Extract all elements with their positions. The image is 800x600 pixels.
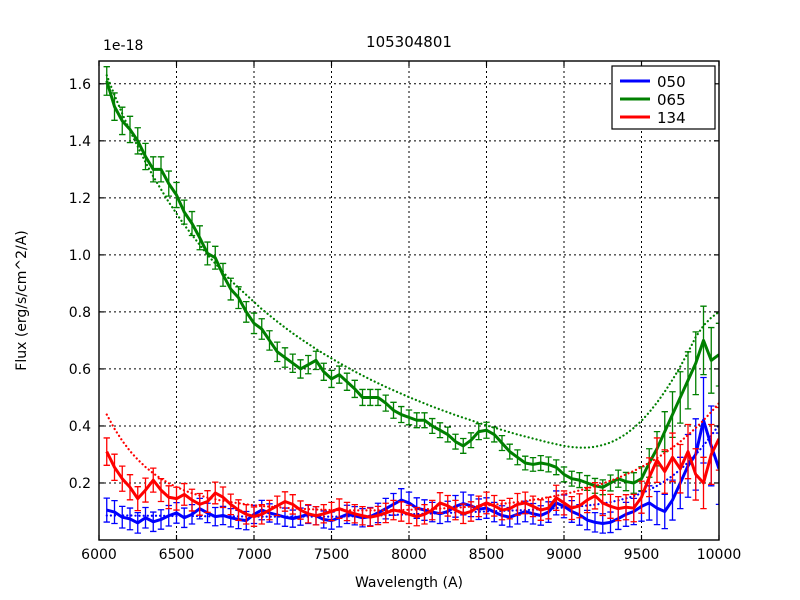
ytick-label-0.6: 0.6	[69, 362, 91, 378]
chart-title: 105304801	[366, 33, 452, 51]
xtick-label-7000: 7000	[236, 547, 272, 563]
fit-line-134	[105, 402, 719, 512]
data-line-065	[105, 80, 719, 489]
fit-line-050	[105, 423, 719, 518]
ytick-label-1.2: 1.2	[69, 191, 91, 207]
xtick-label-8500: 8500	[469, 547, 505, 563]
legend-label-134: 134	[657, 109, 686, 127]
xtick-label-6000: 6000	[81, 547, 117, 563]
fit-line-065	[105, 74, 719, 449]
y-axis-exponent-label: 1e-18	[103, 38, 143, 54]
ytick-label-1.6: 1.6	[69, 77, 91, 93]
legend-label-050: 050	[657, 73, 686, 91]
ytick-label-1.4: 1.4	[69, 134, 91, 150]
xtick-label-10000: 10000	[697, 547, 742, 563]
ytick-label-0.2: 0.2	[69, 476, 91, 492]
y-axis-label: Flux (erg/s/cm^2/A)	[14, 230, 30, 370]
data-line-050	[106, 418, 719, 525]
xtick-label-8000: 8000	[391, 547, 427, 563]
data-line-134	[105, 438, 719, 519]
xtick-label-9500: 9500	[624, 547, 660, 563]
series-065	[103, 66, 719, 496]
ytick-label-1: 1.0	[69, 248, 91, 264]
ytick-label-0.4: 0.4	[69, 419, 91, 435]
x-axis-label: Wavelength (A)	[355, 575, 463, 591]
xtick-label-7500: 7500	[314, 547, 350, 563]
xtick-label-9000: 9000	[546, 547, 582, 563]
xtick-label-6500: 6500	[159, 547, 195, 563]
legend-label-065: 065	[657, 91, 686, 109]
series-134	[103, 402, 719, 527]
ytick-label-0.8: 0.8	[69, 305, 91, 321]
